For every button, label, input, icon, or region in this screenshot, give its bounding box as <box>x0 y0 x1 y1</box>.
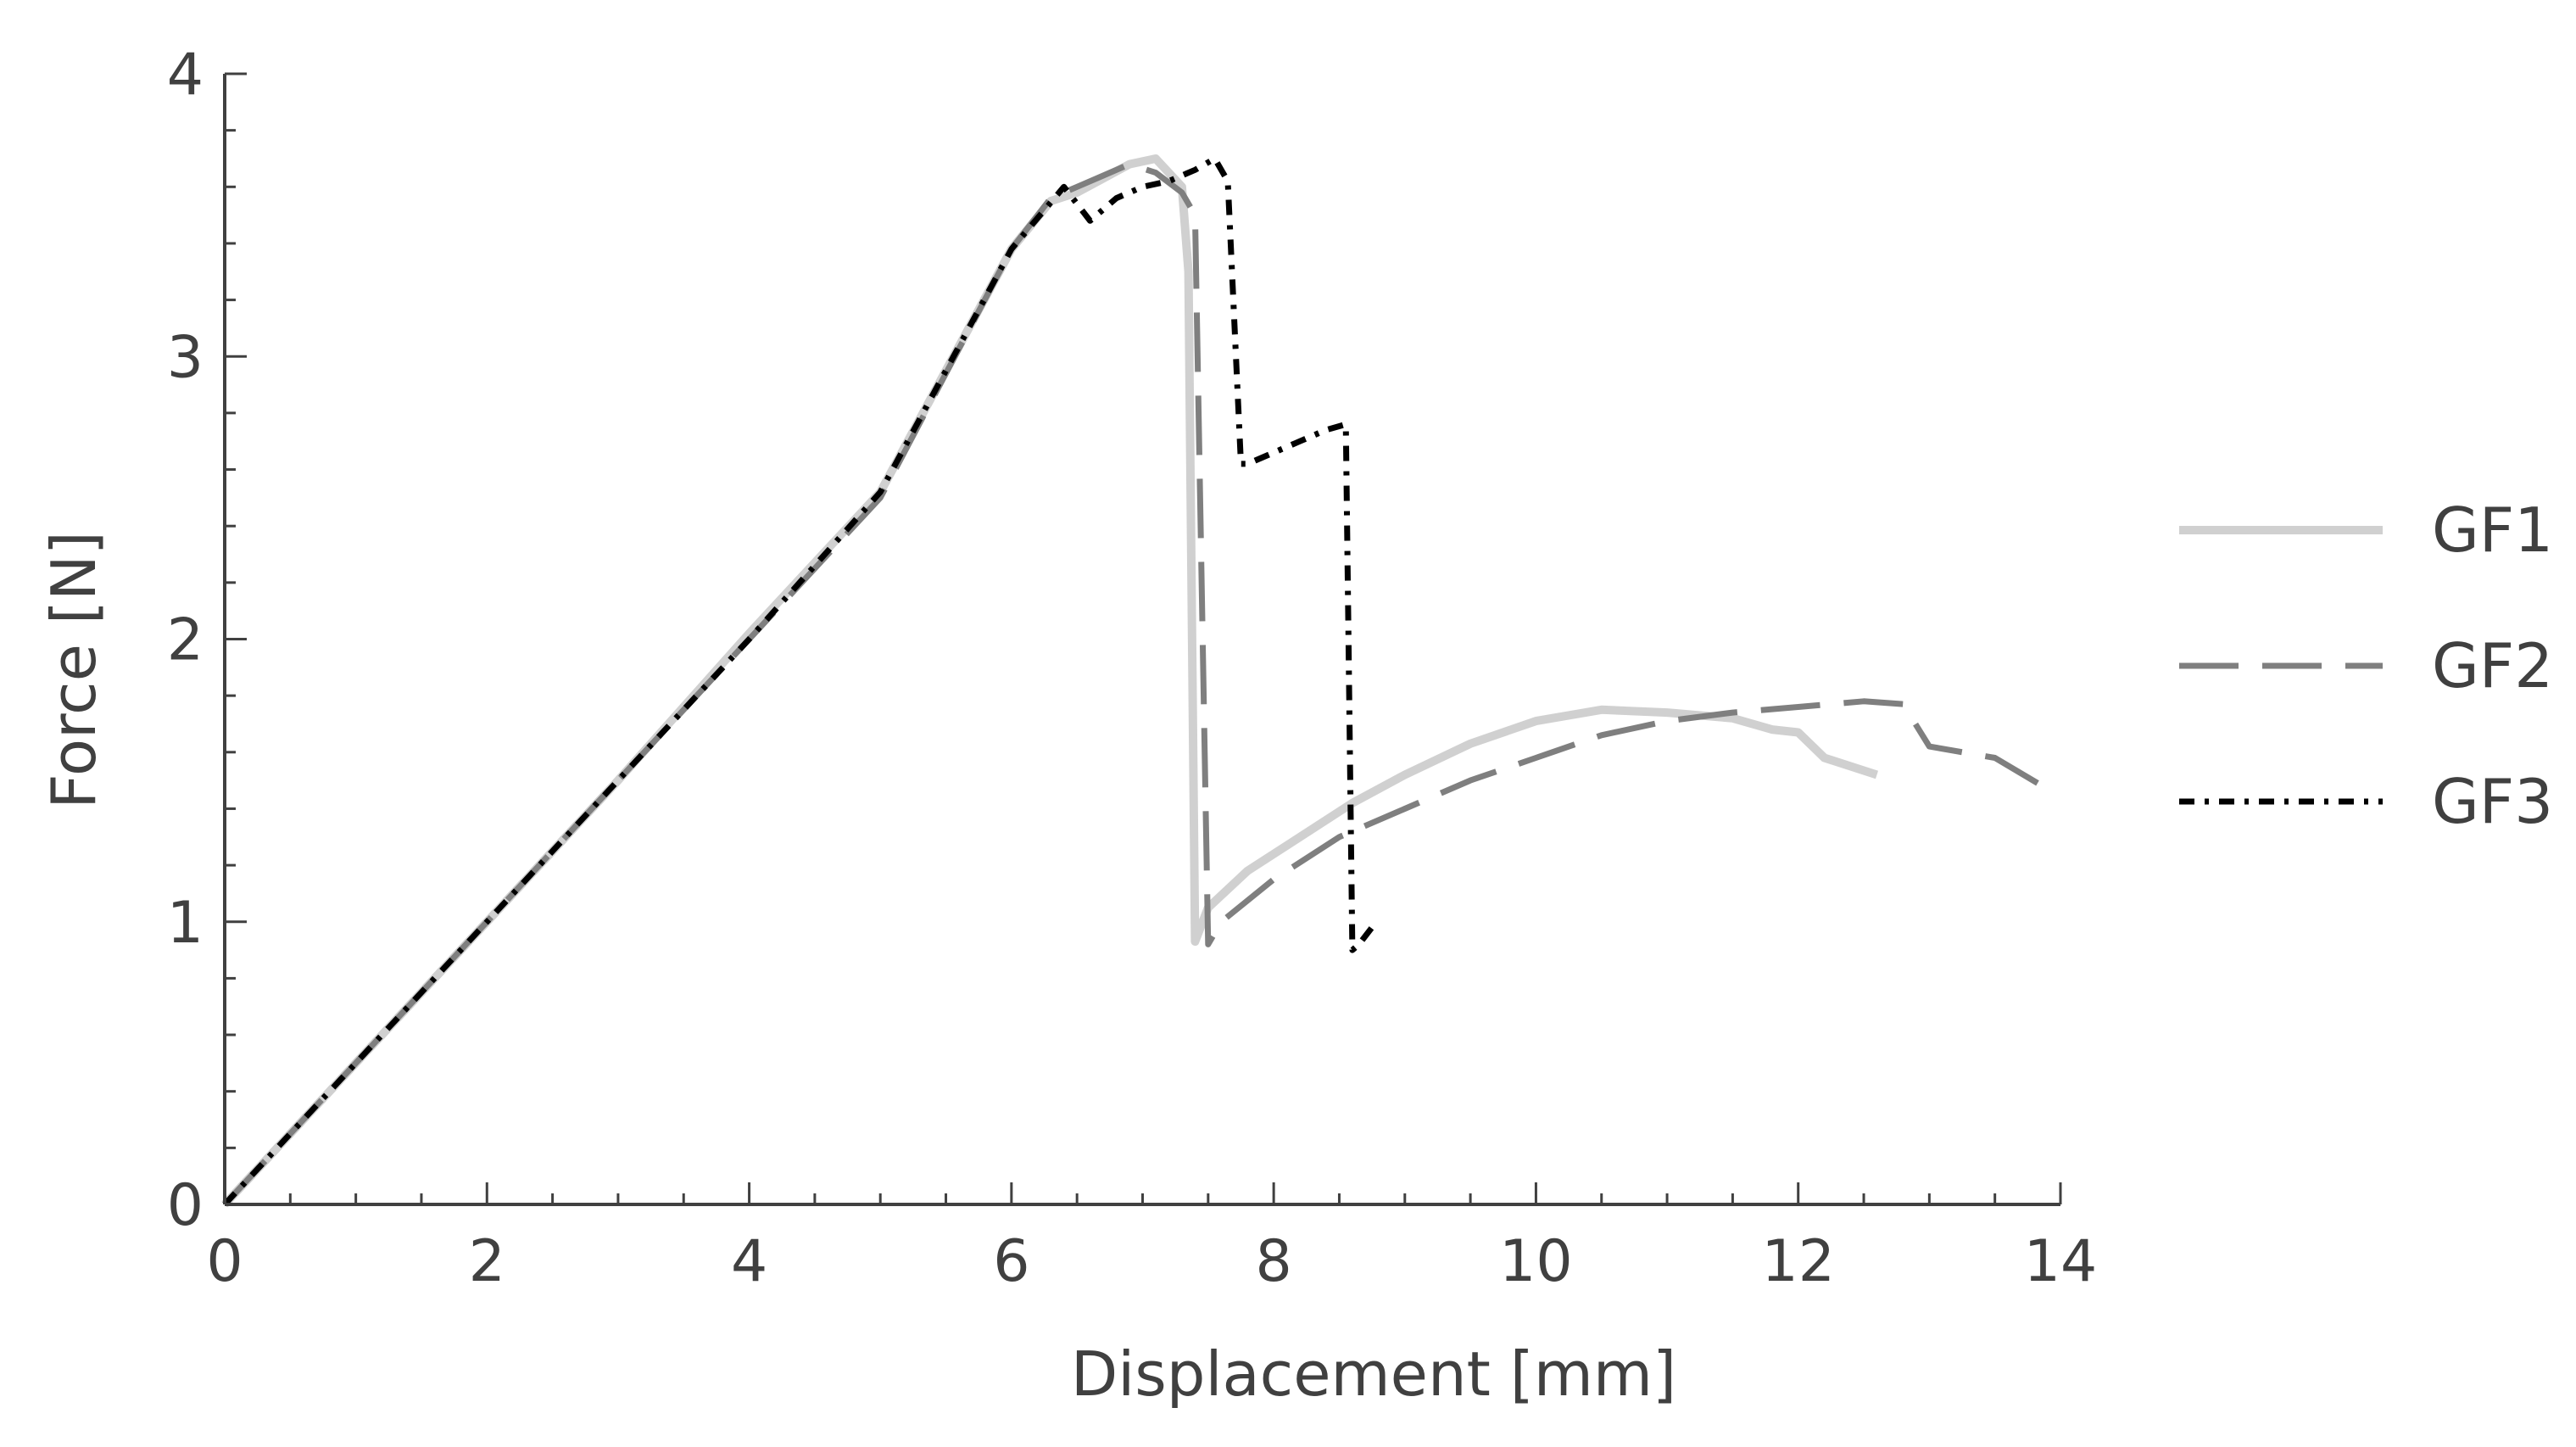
y-tick-label: 0 <box>167 1172 204 1239</box>
y-tick-label: 1 <box>167 890 204 957</box>
legend-label-gf1: GF1 <box>2432 494 2553 566</box>
y-axis-title: Force [N] <box>38 531 109 809</box>
x-tick-label: 12 <box>1761 1228 1835 1295</box>
x-tick-label: 0 <box>206 1228 243 1295</box>
x-axis-title: Displacement [mm] <box>1071 1338 1676 1410</box>
series-line-gf3 <box>222 155 1374 1207</box>
plot-area <box>221 154 2049 1208</box>
x-tick-label: 4 <box>731 1228 767 1295</box>
legend: GF1 GF2 GF3 <box>2179 494 2553 837</box>
x-tick-label: 8 <box>1256 1228 1292 1295</box>
legend-label-gf2: GF2 <box>2432 630 2553 701</box>
x-tick-label: 6 <box>993 1228 1029 1295</box>
y-tick-label: 2 <box>167 607 204 674</box>
series-line-gf2 <box>222 161 2049 1207</box>
legend-label-gf3: GF3 <box>2432 766 2553 837</box>
x-tick-label: 2 <box>469 1228 505 1295</box>
x-tick-label: 10 <box>1499 1228 1573 1295</box>
y-tick-label: 4 <box>167 42 204 109</box>
y-tick-label: 3 <box>167 324 204 391</box>
series-line-gf1 <box>221 154 1879 1208</box>
x-tick-label: 14 <box>2024 1228 2098 1295</box>
